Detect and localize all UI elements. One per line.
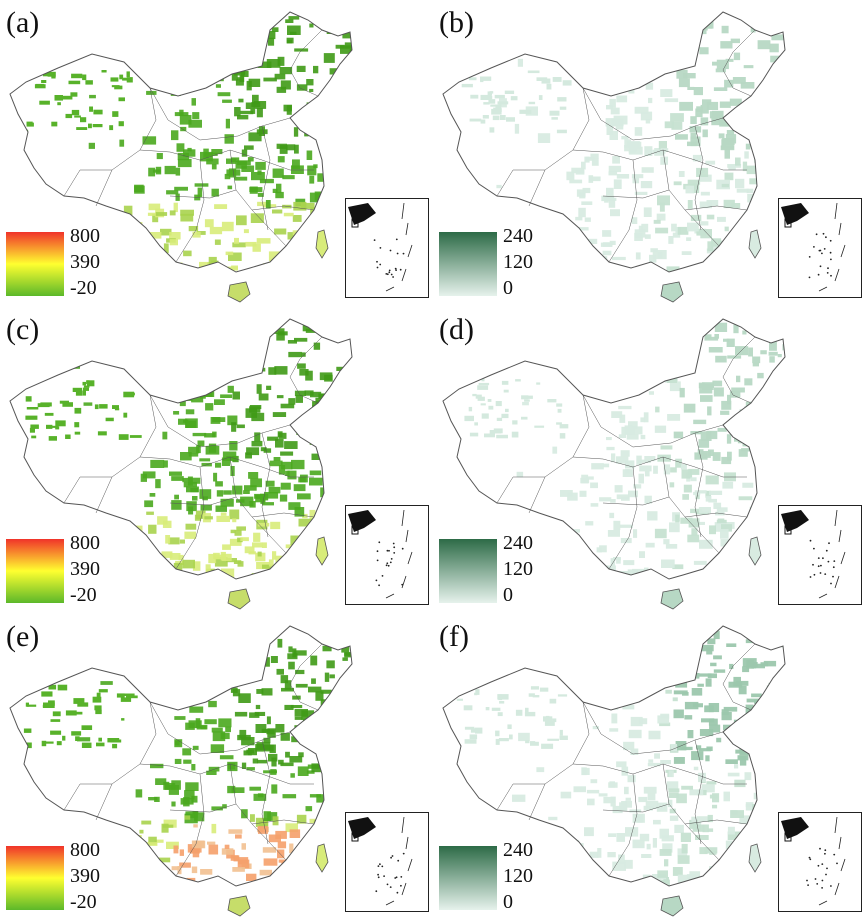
legend-colorbar <box>6 232 64 296</box>
legend-value: 120 <box>503 558 533 580</box>
province-borders <box>9 318 353 610</box>
south-china-sea-inset <box>778 812 862 912</box>
south-china-sea-inset <box>778 505 862 605</box>
province-borders <box>9 11 353 303</box>
legend-colorbar <box>6 846 64 910</box>
province-borders <box>442 318 786 610</box>
legend-value: 390 <box>70 558 100 580</box>
panel-e: (e) 800 390 -20 <box>0 614 433 920</box>
panel-label: (c) <box>6 313 40 346</box>
south-china-sea-inset <box>345 812 429 912</box>
color-legend: 800 390 -20 <box>6 533 100 606</box>
color-legend: 240 120 0 <box>439 840 533 913</box>
legend-colorbar <box>439 846 497 910</box>
panel-c: (c) 800 390 -20 <box>0 307 433 613</box>
legend-value: -20 <box>70 584 97 606</box>
legend-value: 0 <box>503 891 513 913</box>
legend-value: 240 <box>503 532 533 554</box>
panel-label: (d) <box>439 313 474 346</box>
legend-value: 120 <box>503 865 533 887</box>
legend-value: 240 <box>503 839 533 861</box>
panel-label: (a) <box>6 6 40 39</box>
legend-value: 240 <box>503 225 533 247</box>
legend-value: 0 <box>503 277 513 299</box>
province-borders <box>442 625 786 917</box>
province-borders <box>9 625 353 917</box>
legend-value: -20 <box>70 277 97 299</box>
color-legend: 800 390 -20 <box>6 840 100 913</box>
color-legend: 800 390 -20 <box>6 226 100 299</box>
south-china-sea-inset <box>345 198 429 298</box>
panel-label: (f) <box>439 620 469 653</box>
panel-a: (a) 800 390 -20 <box>0 0 433 306</box>
china-map <box>9 625 353 917</box>
legend-value: 0 <box>503 584 513 606</box>
panel-label: (e) <box>6 620 40 653</box>
china-map <box>9 11 353 303</box>
panel-f: (f) 240 120 0 <box>433 614 866 920</box>
panel-d: (d) 240 120 0 <box>433 307 866 613</box>
legend-value: -20 <box>70 891 97 913</box>
legend-value: 800 <box>70 839 100 861</box>
legend-value: 390 <box>70 865 100 887</box>
legend-colorbar <box>439 539 497 603</box>
china-map <box>442 318 786 610</box>
legend-value: 390 <box>70 251 100 273</box>
china-map <box>442 11 786 303</box>
legend-colorbar <box>6 539 64 603</box>
color-legend: 240 120 0 <box>439 226 533 299</box>
legend-value: 800 <box>70 225 100 247</box>
legend-colorbar <box>439 232 497 296</box>
color-legend: 240 120 0 <box>439 533 533 606</box>
china-map <box>442 625 786 917</box>
south-china-sea-inset <box>345 505 429 605</box>
legend-value: 120 <box>503 251 533 273</box>
south-china-sea-inset <box>778 198 862 298</box>
province-borders <box>442 11 786 303</box>
china-map <box>9 318 353 610</box>
panel-b: (b) 240 120 0 <box>433 0 866 306</box>
legend-value: 800 <box>70 532 100 554</box>
panel-label: (b) <box>439 6 474 39</box>
